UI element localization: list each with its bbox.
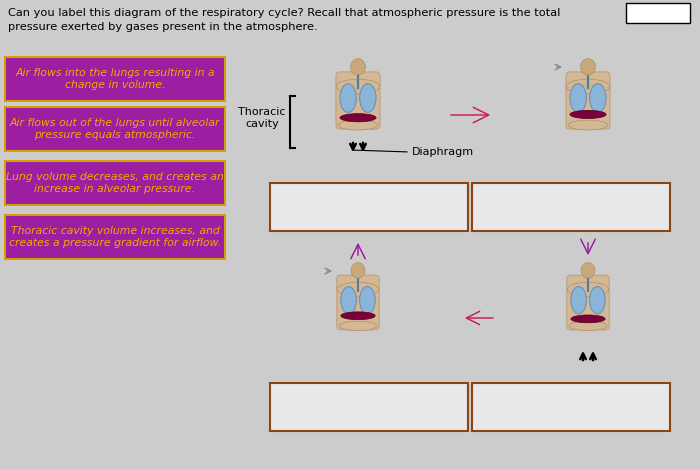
FancyBboxPatch shape (472, 383, 670, 431)
Text: Thoracic
cavity: Thoracic cavity (239, 107, 286, 129)
Ellipse shape (581, 263, 595, 278)
Ellipse shape (568, 120, 608, 130)
Ellipse shape (337, 79, 379, 94)
Text: Air flows into the lungs resulting in a
change in volume.: Air flows into the lungs resulting in a … (15, 68, 215, 90)
Ellipse shape (341, 312, 375, 320)
Text: Lung volume decreases, and creates an
increase in alveolar pressure.: Lung volume decreases, and creates an in… (6, 172, 224, 194)
Text: Air flows out of the lungs until alveolar
pressure equals atmospheric.: Air flows out of the lungs until alveola… (10, 118, 220, 140)
Ellipse shape (569, 321, 607, 331)
Ellipse shape (360, 83, 376, 113)
FancyBboxPatch shape (567, 275, 609, 330)
FancyBboxPatch shape (337, 275, 379, 330)
Ellipse shape (589, 287, 606, 314)
FancyBboxPatch shape (270, 383, 468, 431)
FancyBboxPatch shape (472, 183, 670, 231)
Ellipse shape (570, 315, 606, 323)
Text: Diaphragm: Diaphragm (412, 147, 474, 157)
Ellipse shape (360, 287, 375, 314)
Ellipse shape (566, 79, 610, 94)
Text: Thoracic cavity volume increases, and
creates a pressure gradient for airflow.: Thoracic cavity volume increases, and cr… (9, 226, 221, 248)
Ellipse shape (340, 83, 356, 113)
FancyBboxPatch shape (336, 72, 380, 129)
Ellipse shape (568, 282, 608, 296)
Ellipse shape (337, 282, 379, 296)
Ellipse shape (570, 83, 587, 113)
Ellipse shape (589, 83, 606, 113)
Ellipse shape (338, 120, 378, 130)
FancyBboxPatch shape (6, 216, 224, 258)
FancyBboxPatch shape (4, 160, 226, 206)
FancyBboxPatch shape (6, 58, 224, 100)
Ellipse shape (570, 110, 606, 119)
Ellipse shape (570, 287, 587, 314)
FancyBboxPatch shape (4, 106, 226, 152)
Text: pressure exerted by gases present in the atmosphere.: pressure exerted by gases present in the… (8, 22, 318, 32)
Text: 0.8 pts: 0.8 pts (640, 8, 676, 18)
Ellipse shape (340, 113, 376, 122)
FancyBboxPatch shape (4, 56, 226, 102)
Ellipse shape (339, 321, 377, 331)
FancyBboxPatch shape (4, 214, 226, 260)
Ellipse shape (580, 59, 596, 75)
Ellipse shape (341, 287, 356, 314)
FancyBboxPatch shape (566, 72, 610, 129)
FancyBboxPatch shape (6, 162, 224, 204)
Ellipse shape (351, 59, 365, 75)
FancyBboxPatch shape (6, 108, 224, 150)
Ellipse shape (351, 263, 365, 278)
FancyBboxPatch shape (626, 3, 690, 23)
Text: Can you label this diagram of the respiratory cycle? Recall that atmospheric pre: Can you label this diagram of the respir… (8, 8, 561, 18)
FancyBboxPatch shape (270, 183, 468, 231)
